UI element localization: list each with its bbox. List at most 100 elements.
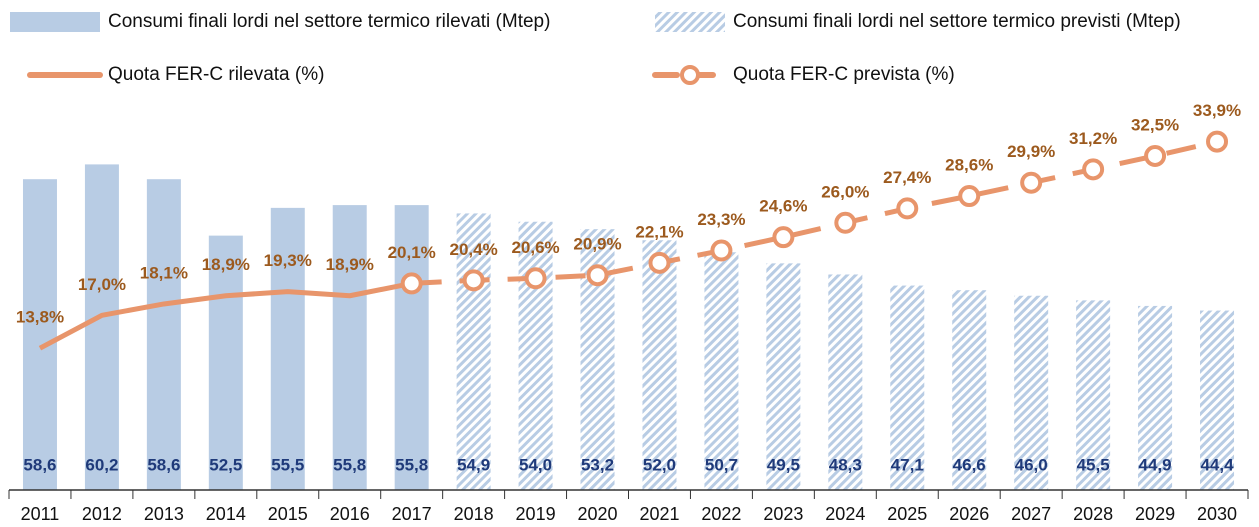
x-tick-label: 2011 <box>21 504 60 524</box>
legend-swatch <box>655 12 725 32</box>
point-marker <box>648 251 671 274</box>
bar-value-label: 53,2 <box>581 455 614 474</box>
bar-value-label: 52,5 <box>209 455 242 474</box>
bar-value-label: 55,5 <box>271 455 304 474</box>
bar-value-label: 58,6 <box>23 455 56 474</box>
legend-swatch <box>10 12 100 32</box>
bar-value-label: 48,3 <box>829 455 862 474</box>
x-tick-label: 2022 <box>701 504 741 524</box>
legend-label: Quota FER-C prevista (%) <box>733 64 955 85</box>
x-tick-label: 2016 <box>330 504 370 524</box>
bar-value-label: 46,6 <box>953 455 986 474</box>
bar <box>1014 295 1049 490</box>
bar <box>704 252 739 490</box>
bar <box>642 240 677 490</box>
point-value-label: 18,9% <box>202 255 250 274</box>
point-value-label: 20,6% <box>511 238 559 257</box>
bar-value-label: 58,6 <box>147 455 180 474</box>
bar <box>1138 305 1173 490</box>
x-tick-label: 2018 <box>454 504 494 524</box>
bar <box>828 274 863 490</box>
point-value-label: 28,6% <box>945 156 993 175</box>
point-value-label: 13,8% <box>16 308 64 327</box>
bar <box>208 235 243 490</box>
bar-value-label: 55,8 <box>333 455 366 474</box>
bar-value-label: 60,2 <box>85 455 118 474</box>
x-tick-label: 2020 <box>578 504 618 524</box>
point-value-label: 22,1% <box>635 222 683 241</box>
bar-value-label: 45,5 <box>1077 455 1110 474</box>
x-tick-label: 2024 <box>825 504 865 524</box>
point-marker <box>710 239 733 262</box>
point-marker <box>834 211 857 234</box>
x-tick-label: 2026 <box>949 504 989 524</box>
point-marker <box>772 226 795 249</box>
bar-value-label: 44,9 <box>1139 455 1172 474</box>
bar <box>518 221 553 490</box>
point-value-label: 29,9% <box>1007 142 1055 161</box>
line <box>38 280 413 351</box>
point-value-label: 20,1% <box>388 243 436 262</box>
point-marker <box>1020 171 1043 194</box>
x-tick-label: 2012 <box>82 504 122 524</box>
x-tick-label: 2015 <box>268 504 308 524</box>
point-value-label: 23,3% <box>697 210 745 229</box>
bar-value-label: 50,7 <box>705 455 738 474</box>
legend-label: Consumi finali lordi nel settore termico… <box>733 11 1181 32</box>
x-tick-label: 2017 <box>392 504 432 524</box>
point-value-label: 24,6% <box>759 197 807 216</box>
point-value-label: 20,9% <box>573 235 621 254</box>
legend-label: Quota FER-C rilevata (%) <box>108 64 324 85</box>
legend-label: Consumi finali lordi nel settore termico… <box>108 11 550 32</box>
point-value-label: 32,5% <box>1131 115 1179 134</box>
point-marker <box>586 264 609 287</box>
bar-value-label: 49,5 <box>767 455 800 474</box>
x-tick-label: 2029 <box>1135 504 1175 524</box>
point-marker <box>524 267 547 290</box>
point-value-label: 17,0% <box>78 275 126 294</box>
bar <box>1200 310 1235 490</box>
point-marker <box>896 197 919 220</box>
bar-value-label: 54,0 <box>519 455 552 474</box>
bar <box>332 205 367 490</box>
point-marker <box>1206 130 1229 153</box>
legend-marker <box>680 65 700 85</box>
bar <box>84 164 119 490</box>
x-tick-label: 2021 <box>639 504 679 524</box>
bar <box>270 207 305 490</box>
bar <box>22 179 57 490</box>
point-marker <box>958 185 981 208</box>
bar <box>952 290 987 490</box>
point-value-label: 20,4% <box>450 240 498 259</box>
point-marker <box>1082 158 1105 181</box>
bar-value-label: 47,1 <box>891 455 924 474</box>
bar <box>394 205 429 490</box>
x-tick-label: 2023 <box>763 504 803 524</box>
point-value-label: 19,3% <box>264 251 312 270</box>
point-value-label: 33,9% <box>1193 101 1241 120</box>
x-tick-label: 2025 <box>887 504 927 524</box>
point-marker <box>400 272 423 295</box>
bar-value-label: 55,8 <box>395 455 428 474</box>
bar-value-label: 46,0 <box>1015 455 1048 474</box>
x-tick-label: 2014 <box>206 504 246 524</box>
point-value-label: 18,9% <box>326 255 374 274</box>
bar <box>890 285 925 490</box>
point-value-label: 31,2% <box>1069 129 1117 148</box>
x-tick-label: 2030 <box>1197 504 1237 524</box>
point-value-label: 26,0% <box>821 182 869 201</box>
x-tick-label: 2013 <box>144 504 184 524</box>
point-value-label: 27,4% <box>883 168 931 187</box>
x-tick-label: 2028 <box>1073 504 1113 524</box>
bar <box>766 263 801 490</box>
point-marker <box>462 269 485 292</box>
point-marker <box>1144 144 1167 167</box>
point-value-label: 18,1% <box>140 263 188 282</box>
bar <box>1076 300 1111 490</box>
x-tick-label: 2027 <box>1011 504 1051 524</box>
bar-value-label: 44,4 <box>1200 455 1234 474</box>
x-tick-label: 2019 <box>516 504 556 524</box>
bar-value-label: 54,9 <box>457 455 490 474</box>
bar <box>146 179 181 490</box>
